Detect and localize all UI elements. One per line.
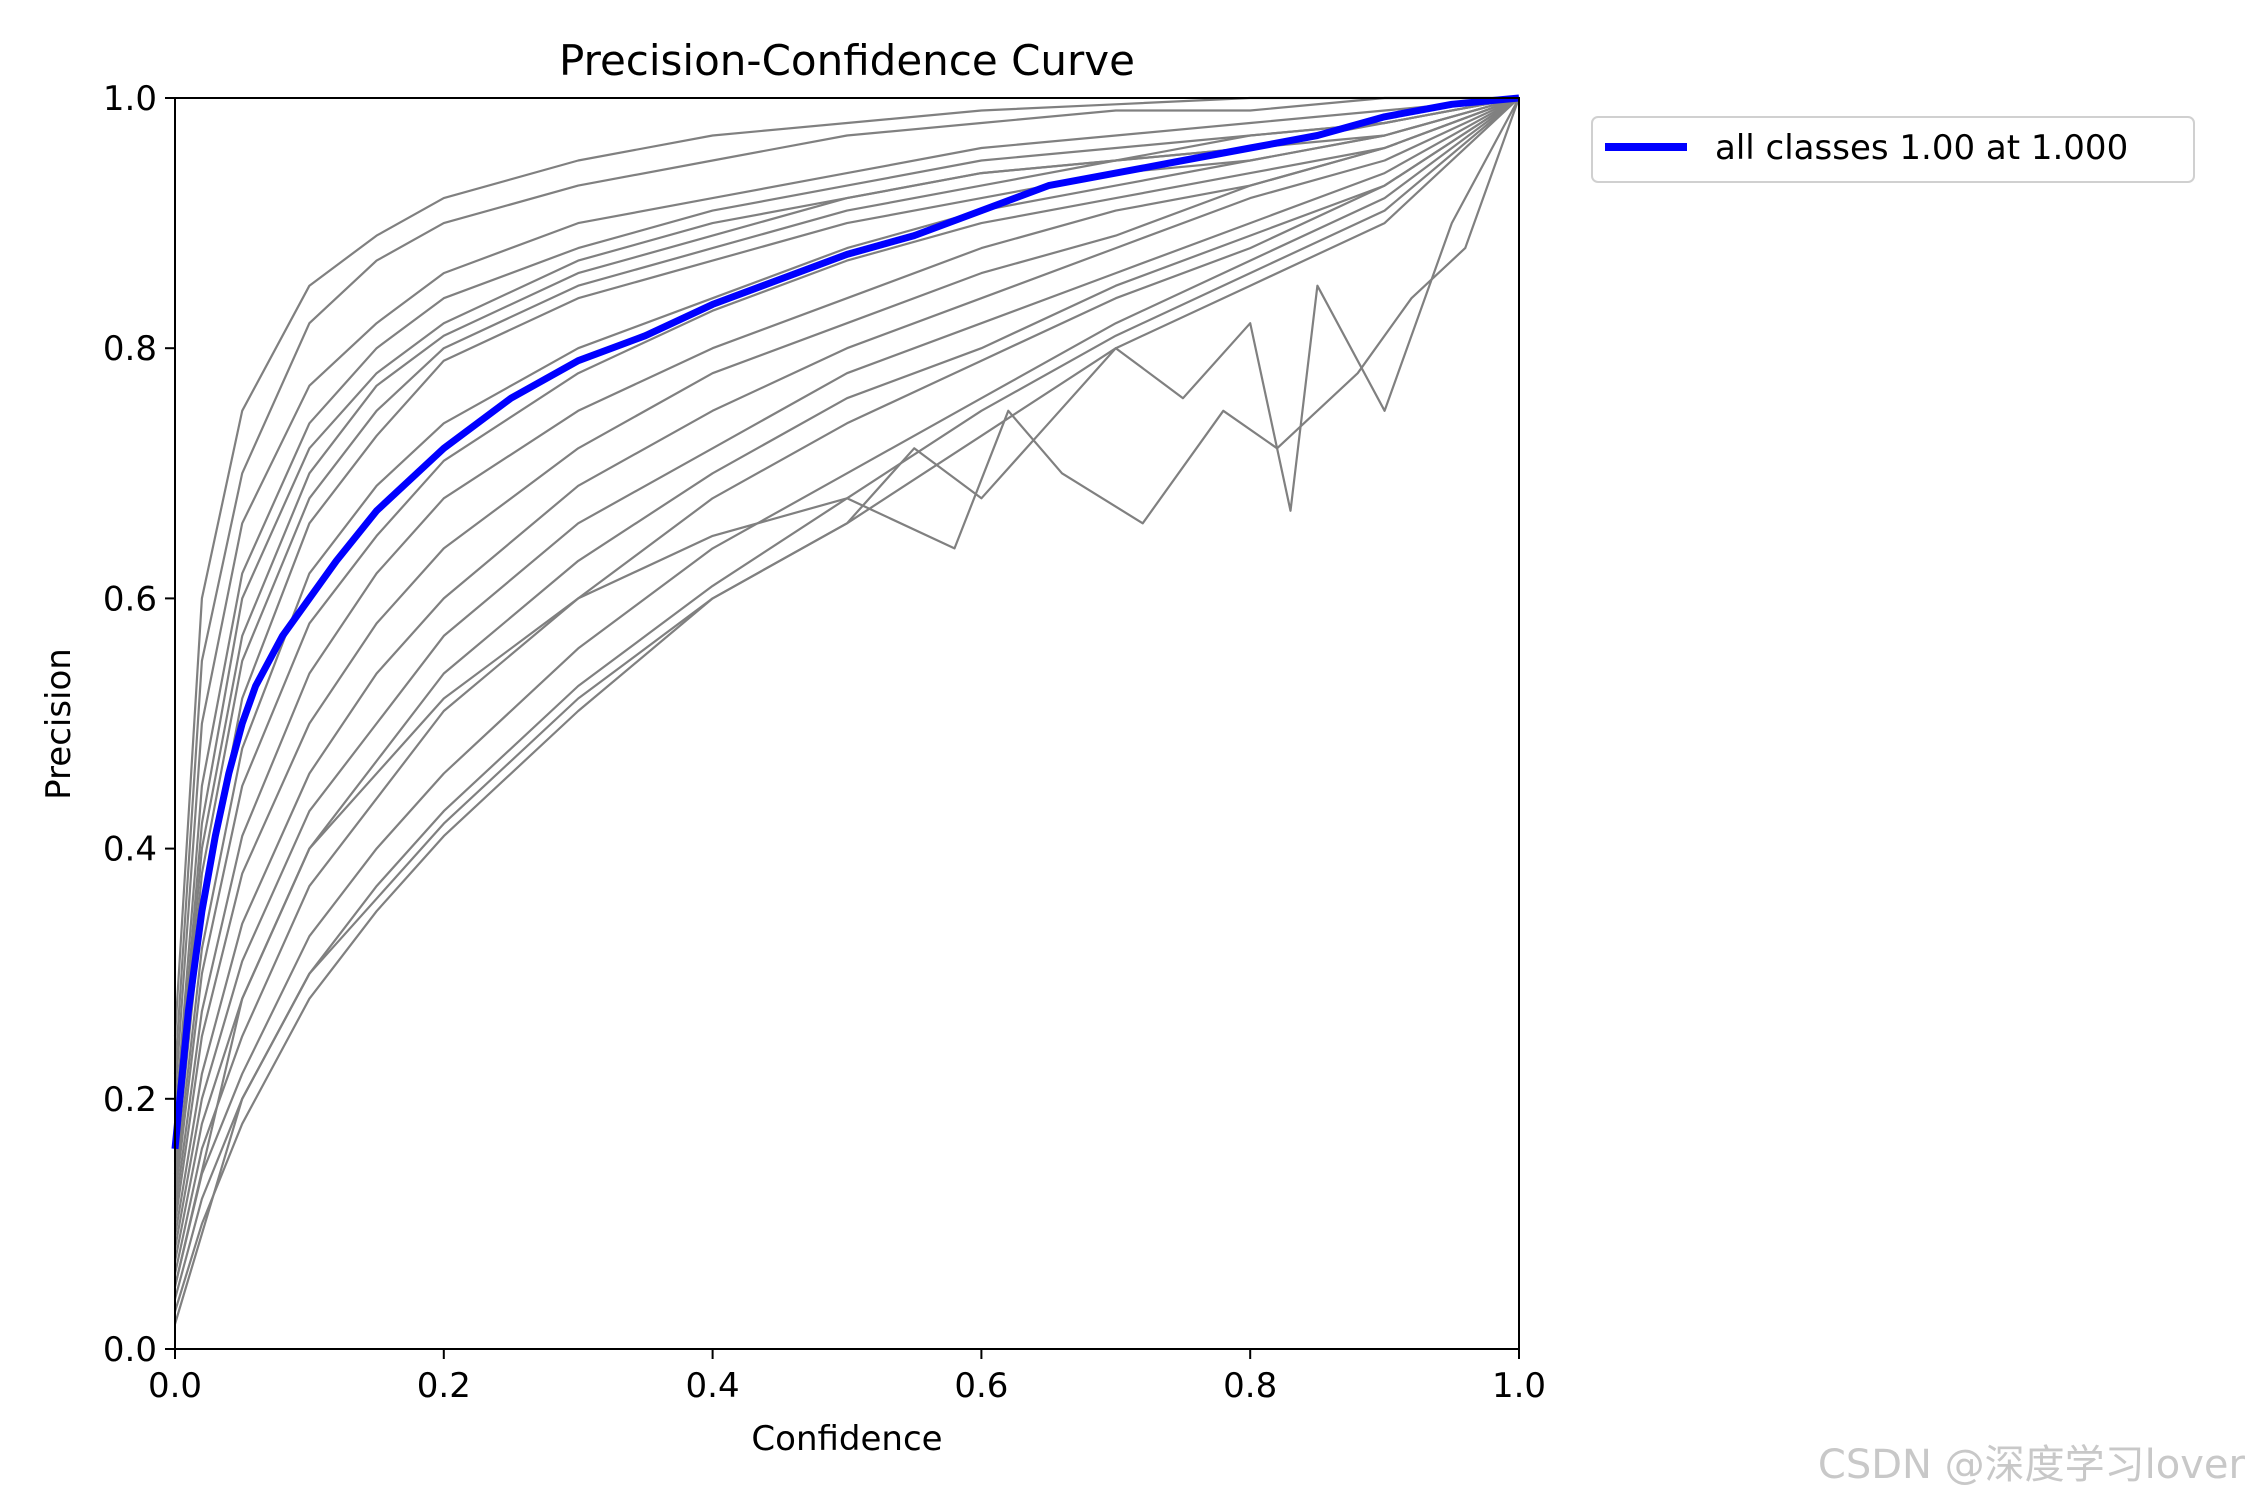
y-tick-label: 0.2 xyxy=(103,1080,157,1120)
class-series-line-2 xyxy=(173,96,1519,1074)
x-axis-label: Confidence xyxy=(751,1419,942,1459)
x-axis: 0.0 0.2 0.4 0.6 0.8 1.0 xyxy=(148,1349,1546,1406)
y-tick-label: 0.4 xyxy=(103,830,157,870)
class-series-line-10 xyxy=(173,96,1520,1200)
chart-title: Precision-Confidence Curve xyxy=(559,36,1135,85)
class-series-line-18 xyxy=(173,97,1520,1300)
class-series-line-16 xyxy=(173,97,1520,1275)
class-series-group xyxy=(173,96,1521,1325)
watermark: CSDN @深度学习lover xyxy=(1818,1442,2246,1488)
x-tick-label: 0.2 xyxy=(417,1366,471,1406)
y-axis-label: Precision xyxy=(39,648,79,800)
class-series-line-12 xyxy=(173,96,1520,1225)
class-series-line-9 xyxy=(173,96,1520,1187)
class-series-line-1 xyxy=(173,96,1519,1037)
y-tick-label: 0.6 xyxy=(103,579,157,619)
x-tick-label: 0.8 xyxy=(1223,1366,1277,1406)
legend-label-all-classes: all classes 1.00 at 1.000 xyxy=(1715,128,2128,168)
x-tick-label: 0.6 xyxy=(954,1366,1008,1406)
all-classes-series-line xyxy=(171,94,1520,1150)
class-series-line-20 xyxy=(173,97,1520,1325)
class-series-line-8 xyxy=(173,96,1520,1175)
class-series-line-5 xyxy=(173,96,1520,1137)
x-tick-label: 0.4 xyxy=(686,1366,740,1406)
all-classes-series-group xyxy=(171,94,1520,1150)
legend-box xyxy=(1591,116,2195,183)
class-series-line-17 xyxy=(173,97,1520,1287)
y-tick-label: 0.0 xyxy=(103,1330,157,1370)
x-tick-label: 1.0 xyxy=(1492,1366,1546,1406)
class-series-line-21 xyxy=(173,97,1521,1287)
plot-area xyxy=(171,94,1521,1325)
axes-frame xyxy=(174,97,1520,1350)
class-series-line-19 xyxy=(173,97,1520,1312)
class-series-line-4 xyxy=(173,96,1520,1124)
y-tick-label: 1.0 xyxy=(103,79,157,119)
y-tick-label: 0.8 xyxy=(103,329,157,369)
class-series-line-3 xyxy=(173,96,1520,1099)
class-series-line-15 xyxy=(173,97,1520,1262)
y-axis: 0.0 0.2 0.4 0.6 0.8 1.0 xyxy=(103,79,175,1370)
class-series-line-13 xyxy=(173,97,1520,1237)
class-series-line-11 xyxy=(173,96,1520,1212)
x-tick-label: 0.0 xyxy=(148,1366,202,1406)
class-series-line-14 xyxy=(173,97,1520,1250)
legend: all classes 1.00 at 1.000 xyxy=(1591,116,2195,183)
